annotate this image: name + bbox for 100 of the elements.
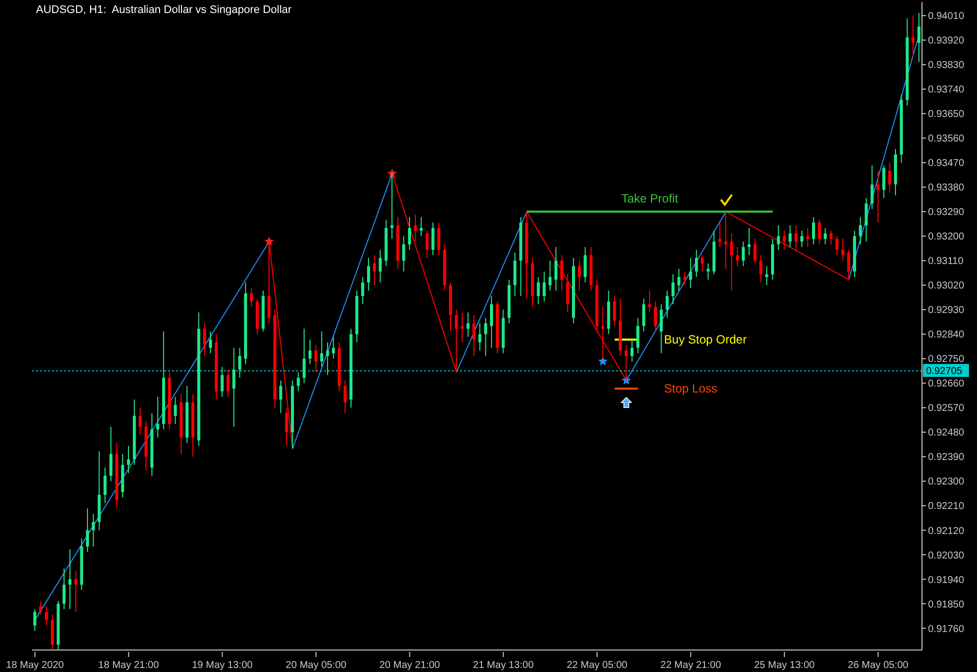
candlestick bbox=[344, 380, 347, 414]
candlestick bbox=[765, 266, 768, 286]
candlestick bbox=[208, 330, 212, 354]
y-tick-label: 0.92120 bbox=[928, 526, 965, 537]
candlestick bbox=[888, 162, 892, 194]
candlestick bbox=[578, 260, 581, 292]
candlestick bbox=[612, 296, 616, 326]
x-tick-label: 22 May 21:00 bbox=[660, 660, 722, 671]
candlestick bbox=[736, 246, 739, 267]
candlestick bbox=[794, 224, 798, 250]
candlestick bbox=[484, 317, 488, 356]
candlestick bbox=[642, 298, 646, 332]
candlestick bbox=[753, 238, 756, 264]
candlestick bbox=[560, 254, 564, 292]
candlestick bbox=[554, 246, 558, 292]
candlestick bbox=[917, 12, 920, 62]
candlestick bbox=[472, 314, 476, 356]
x-tick-label: 22 May 05:00 bbox=[566, 660, 628, 671]
candlestick bbox=[302, 328, 306, 384]
candlestick bbox=[454, 309, 458, 373]
candlestick bbox=[630, 339, 634, 362]
candlestick bbox=[156, 396, 160, 438]
candlestick bbox=[882, 164, 886, 199]
y-tick-label: 0.93650 bbox=[928, 109, 965, 120]
y-tick-label: 0.93380 bbox=[928, 182, 965, 194]
candlestick bbox=[109, 426, 112, 482]
y-tick-label: 0.92300 bbox=[928, 476, 965, 488]
candlestick bbox=[33, 608, 36, 632]
candlestick bbox=[326, 342, 330, 376]
candlestick bbox=[402, 236, 406, 272]
candlestick bbox=[677, 268, 680, 292]
candlestick bbox=[648, 290, 652, 313]
candlestick bbox=[818, 219, 821, 245]
candlestick bbox=[92, 513, 95, 548]
candlestick bbox=[536, 276, 540, 305]
candlestick bbox=[408, 216, 412, 250]
candlestick bbox=[361, 276, 364, 305]
candlestick bbox=[414, 214, 417, 242]
candlestick bbox=[86, 508, 89, 552]
candlestick bbox=[548, 260, 552, 292]
candlestick bbox=[742, 241, 745, 267]
candlestick bbox=[864, 198, 868, 242]
text: Buy Stop Order bbox=[664, 332, 747, 347]
candlestick bbox=[238, 347, 242, 378]
candlestick bbox=[788, 224, 792, 248]
y-tick-label: 0.93470 bbox=[928, 158, 965, 170]
candlestick bbox=[806, 227, 810, 248]
candlestick bbox=[782, 230, 786, 250]
candlestick bbox=[332, 336, 335, 360]
candlestick bbox=[478, 322, 482, 352]
candlestick bbox=[876, 170, 880, 224]
candlestick bbox=[841, 238, 844, 262]
candlestick bbox=[812, 216, 816, 245]
candlestick bbox=[724, 211, 728, 270]
candlestick bbox=[279, 380, 282, 414]
candlestick bbox=[748, 227, 751, 256]
candlestick bbox=[104, 467, 107, 504]
candlestick bbox=[203, 322, 206, 356]
y-tick-label: 0.93920 bbox=[928, 36, 965, 47]
candlestick bbox=[466, 312, 470, 338]
x-tick-label: 20 May 21:00 bbox=[379, 660, 440, 671]
y-tick-label: 0.93830 bbox=[928, 60, 965, 72]
candlestick bbox=[706, 262, 710, 280]
candlestick bbox=[566, 274, 570, 313]
candlestick bbox=[490, 296, 493, 348]
candlestick bbox=[39, 600, 42, 616]
candlestick bbox=[308, 339, 312, 365]
candlestick bbox=[718, 222, 722, 248]
y-tick-label: 0.92840 bbox=[928, 330, 965, 341]
candlestick bbox=[776, 224, 780, 250]
candlestick bbox=[390, 173, 394, 240]
candlestick bbox=[636, 317, 640, 354]
y-tick-label: 0.93740 bbox=[928, 84, 965, 96]
y-tick-label: 0.93290 bbox=[928, 207, 965, 218]
ref-line-label: 0.92705 bbox=[926, 366, 963, 377]
x-tick-label: 19 May 13:00 bbox=[192, 660, 254, 671]
candlestick bbox=[672, 274, 675, 305]
candlestick bbox=[683, 271, 686, 286]
candlestick bbox=[624, 344, 628, 381]
y-tick-label: 0.91940 bbox=[928, 574, 965, 586]
candlestick bbox=[431, 222, 434, 256]
candlestick bbox=[830, 230, 833, 245]
candlestick bbox=[250, 287, 253, 308]
series-label: Take Profit bbox=[621, 192, 679, 206]
candlestick bbox=[542, 271, 546, 302]
candlestick bbox=[601, 306, 604, 360]
x-tick-label: 18 May 21:00 bbox=[98, 660, 160, 671]
y-tick-label: 0.92930 bbox=[928, 305, 965, 316]
y-tick-label: 0.93200 bbox=[928, 232, 965, 243]
y-tick-label: 0.92210 bbox=[928, 501, 965, 512]
candlestick bbox=[730, 232, 734, 292]
y-tick-label: 0.93020 bbox=[928, 280, 965, 292]
candlestick bbox=[126, 445, 130, 474]
candlestick bbox=[835, 236, 838, 256]
candlestick bbox=[74, 570, 78, 612]
candlestick bbox=[320, 330, 324, 368]
x-tick-label: 20 May 05:00 bbox=[286, 660, 347, 671]
candlestick bbox=[296, 372, 300, 392]
y-tick-label: 0.93560 bbox=[928, 134, 965, 145]
candlestick bbox=[689, 257, 692, 288]
